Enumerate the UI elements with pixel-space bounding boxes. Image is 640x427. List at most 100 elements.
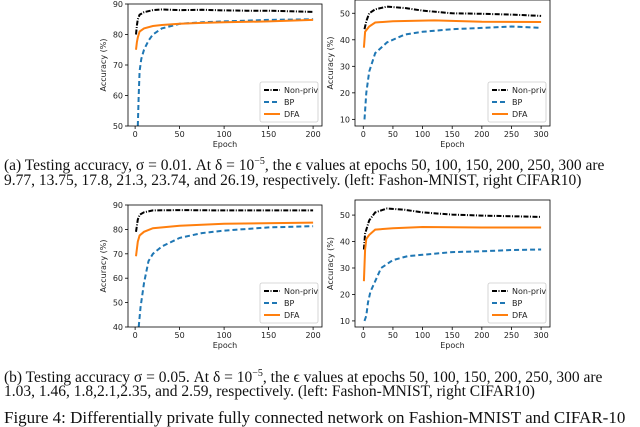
y-tick-label: 50 bbox=[113, 122, 123, 131]
legend-label-dfa: DFA bbox=[512, 311, 528, 320]
legend-box bbox=[487, 81, 547, 123]
legend-label-dfa: DFA bbox=[284, 311, 300, 320]
series-line-dfa bbox=[362, 225, 542, 282]
legend-label-bp: BP bbox=[284, 98, 294, 107]
series-line-non-priv bbox=[363, 5, 542, 30]
chart-a-right: 0 50 100 150 200 250 300 10 20 30 40 50 Epoch Accurac… bbox=[326, 0, 551, 149]
caption-a-exponent: −5 bbox=[254, 156, 265, 167]
legend: Non-priv BP DFA bbox=[487, 81, 547, 123]
series-line-non-priv bbox=[135, 209, 314, 232]
x-tick-label: 50 bbox=[388, 331, 398, 340]
y-tick-label: 20 bbox=[340, 290, 350, 299]
caption-b-line2: 1.03, 1.46, 1.8,2.1,2.35, and 2.59, resp… bbox=[4, 383, 535, 400]
x-tick-label: 50 bbox=[388, 130, 398, 139]
y-tick-label: 50 bbox=[340, 211, 350, 220]
caption-b-exponent: −5 bbox=[252, 368, 263, 379]
series-line-bp bbox=[363, 25, 542, 120]
y-tick-label: 20 bbox=[340, 89, 350, 98]
legend: Non-priv BP DFA bbox=[259, 81, 319, 123]
legend-label-bp: BP bbox=[284, 299, 294, 308]
y-tick-label: 80 bbox=[113, 31, 123, 40]
y-tick-label: 40 bbox=[340, 238, 350, 247]
y-tick-label: 80 bbox=[113, 225, 123, 234]
x-axis-label: Epoch bbox=[440, 341, 465, 350]
legend-label-non-priv: Non-priv bbox=[512, 287, 546, 296]
y-tick-label: 50 bbox=[113, 299, 123, 308]
x-tick-label: 0 bbox=[133, 331, 138, 340]
x-tick-label: 100 bbox=[216, 130, 231, 139]
y-tick-label: 70 bbox=[113, 61, 123, 70]
legend-label-bp: BP bbox=[512, 98, 522, 107]
y-tick-label: 90 bbox=[113, 201, 123, 210]
y-axis-label: Accuracy (%) bbox=[326, 237, 335, 290]
x-axis-label: Epoch bbox=[213, 341, 238, 350]
x-tick-label: 150 bbox=[445, 331, 460, 340]
x-tick-label: 150 bbox=[261, 130, 276, 139]
caption-b-text: (b) Testing accuracy σ = 0.05. At δ = 10 bbox=[4, 369, 253, 387]
y-tick-label: 50 bbox=[340, 9, 350, 18]
legend-label-non-priv: Non-priv bbox=[284, 86, 318, 95]
legend-label-bp: BP bbox=[512, 299, 522, 308]
x-tick-label: 300 bbox=[533, 331, 548, 340]
x-tick-label: 250 bbox=[504, 331, 519, 340]
legend-label-non-priv: Non-priv bbox=[512, 86, 546, 95]
y-tick-label: 10 bbox=[340, 115, 350, 124]
x-tick-label: 200 bbox=[305, 130, 320, 139]
x-tick-label: 0 bbox=[133, 130, 138, 139]
legend-box bbox=[259, 282, 319, 324]
x-tick-label: 150 bbox=[261, 331, 276, 340]
x-axis-label: Epoch bbox=[213, 140, 238, 149]
series-line-bp bbox=[137, 225, 314, 328]
caption-a-text-cont: , the ϵ values at epochs 50, 100, 150, 2… bbox=[264, 157, 605, 175]
y-tick-label: 40 bbox=[113, 323, 123, 332]
caption-b-line1: (b) Testing accuracy σ = 0.05. At δ = 10… bbox=[4, 365, 602, 387]
y-tick-label: 40 bbox=[340, 36, 350, 45]
x-tick-label: 50 bbox=[175, 130, 185, 139]
series-line-bp bbox=[363, 248, 542, 322]
x-tick-label: 200 bbox=[474, 130, 489, 139]
legend-label-non-priv: Non-priv bbox=[284, 287, 318, 296]
x-tick-label: 0 bbox=[361, 130, 366, 139]
series-line-dfa bbox=[135, 221, 314, 257]
series-line-dfa bbox=[135, 18, 314, 50]
legend-label-dfa: DFA bbox=[512, 110, 528, 119]
chart-b-right: 0 50 100 150 200 250 300 10 20 30 40 50 Epoch Accurac… bbox=[326, 199, 551, 350]
y-tick-label: 10 bbox=[340, 317, 350, 326]
x-tick-label: 100 bbox=[415, 331, 430, 340]
figure-caption: Figure 4: Differentially private fully c… bbox=[4, 408, 626, 427]
x-tick-label: 100 bbox=[216, 331, 231, 340]
y-tick-label: 60 bbox=[113, 274, 123, 283]
x-tick-label: 50 bbox=[175, 331, 185, 340]
chart-a-left: 0 50 100 150 200 50 60 70 80 90 Epoch Accuracy (%) N… bbox=[99, 0, 323, 149]
y-axis-label: Accuracy (%) bbox=[326, 37, 335, 90]
y-tick-label: 30 bbox=[340, 264, 350, 273]
legend-box bbox=[259, 81, 319, 123]
series-line-non-priv bbox=[362, 207, 542, 250]
legend: Non-priv BP DFA bbox=[259, 282, 319, 324]
y-tick-label: 90 bbox=[113, 0, 123, 9]
legend-label-dfa: DFA bbox=[284, 110, 300, 119]
legend-box bbox=[487, 282, 547, 324]
y-axis-label: Accuracy (%) bbox=[99, 240, 108, 293]
series-line-non-priv bbox=[135, 8, 314, 35]
series-line-dfa bbox=[362, 19, 542, 48]
caption-a-line2: 9.77, 13.75, 17.8, 21.3, 23.74, and 26.1… bbox=[4, 172, 582, 189]
x-tick-label: 0 bbox=[361, 331, 366, 340]
plot-frame bbox=[127, 204, 323, 328]
y-tick-label: 30 bbox=[340, 62, 350, 71]
x-axis-label: Epoch bbox=[440, 140, 465, 149]
x-tick-label: 200 bbox=[305, 331, 320, 340]
legend: Non-priv BP DFA bbox=[487, 282, 547, 324]
caption-a-line1: (a) Testing accuracy, σ = 0.01. At δ = 1… bbox=[4, 153, 604, 175]
y-tick-label: 60 bbox=[113, 92, 123, 101]
y-tick-label: 70 bbox=[113, 250, 123, 259]
caption-b-text-cont: , the ϵ values at epochs 50, 100, 150, 2… bbox=[262, 369, 603, 387]
caption-a-text: (a) Testing accuracy, σ = 0.01. At δ = 1… bbox=[4, 157, 255, 175]
x-tick-label: 200 bbox=[474, 331, 489, 340]
x-tick-label: 100 bbox=[415, 130, 430, 139]
x-tick-label: 150 bbox=[445, 130, 460, 139]
y-axis-label: Accuracy (%) bbox=[99, 39, 108, 92]
x-tick-label: 250 bbox=[504, 130, 519, 139]
x-tick-label: 300 bbox=[533, 130, 548, 139]
